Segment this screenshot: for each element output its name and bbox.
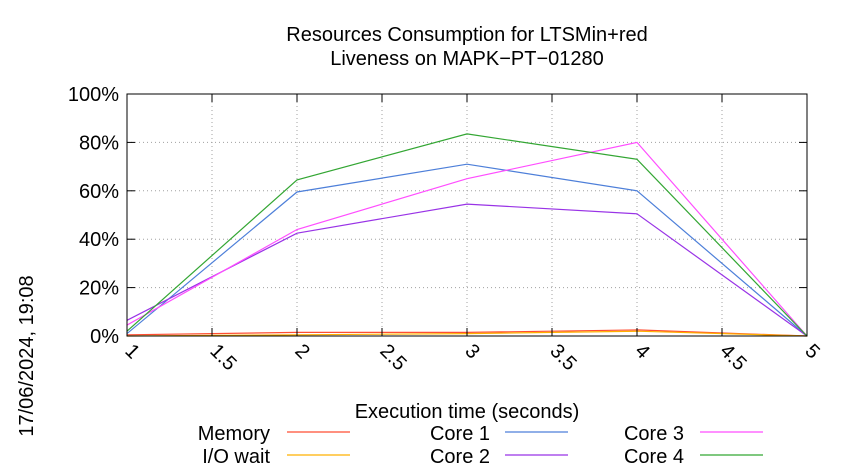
x-tick-label: 3.5: [545, 340, 580, 375]
x-tick-label: 3: [460, 340, 483, 363]
y-tick-label: 80%: [79, 132, 119, 154]
x-axis-label: Execution time (seconds): [355, 401, 580, 423]
timestamp: 17/06/2024, 19:08: [16, 275, 38, 436]
legend-label-memory: Memory: [198, 423, 270, 445]
chart-title-line-2: Liveness on MAPK−PT−01280: [330, 48, 604, 70]
y-tick-label: 100%: [68, 84, 119, 106]
legend-label-i-o-wait: I/O wait: [202, 446, 270, 468]
y-tick-label: 20%: [79, 278, 119, 300]
y-tick-label: 60%: [79, 181, 119, 203]
x-tick-label: 1: [120, 340, 143, 363]
legend-label-core-1: Core 1: [430, 423, 490, 445]
x-tick-label: 2: [290, 340, 313, 363]
grid: [127, 94, 807, 336]
x-tick-label: 5: [800, 340, 823, 363]
x-tick-label: 2.5: [375, 340, 410, 375]
series-line-core-2: [126, 203, 808, 337]
x-tick-label: 4.5: [715, 340, 750, 375]
legend-label-core-2: Core 2: [430, 446, 490, 468]
legend-label-core-3: Core 3: [624, 423, 684, 445]
series-line-core-1: [126, 163, 808, 337]
legend-label-core-4: Core 4: [624, 446, 684, 468]
x-tick-label: 1.5: [205, 340, 240, 375]
x-tick-label: 4: [630, 340, 653, 363]
series-line-core-3: [126, 141, 808, 337]
y-axis-ticks: 0% 20% 40% 60% 80% 100%: [68, 84, 807, 348]
chart-title-line-1: Resources Consumption for LTSMin+red: [286, 24, 647, 46]
y-tick-label: 40%: [79, 229, 119, 251]
series-line-core-4: [126, 133, 808, 337]
y-tick-label: 0%: [90, 326, 119, 348]
